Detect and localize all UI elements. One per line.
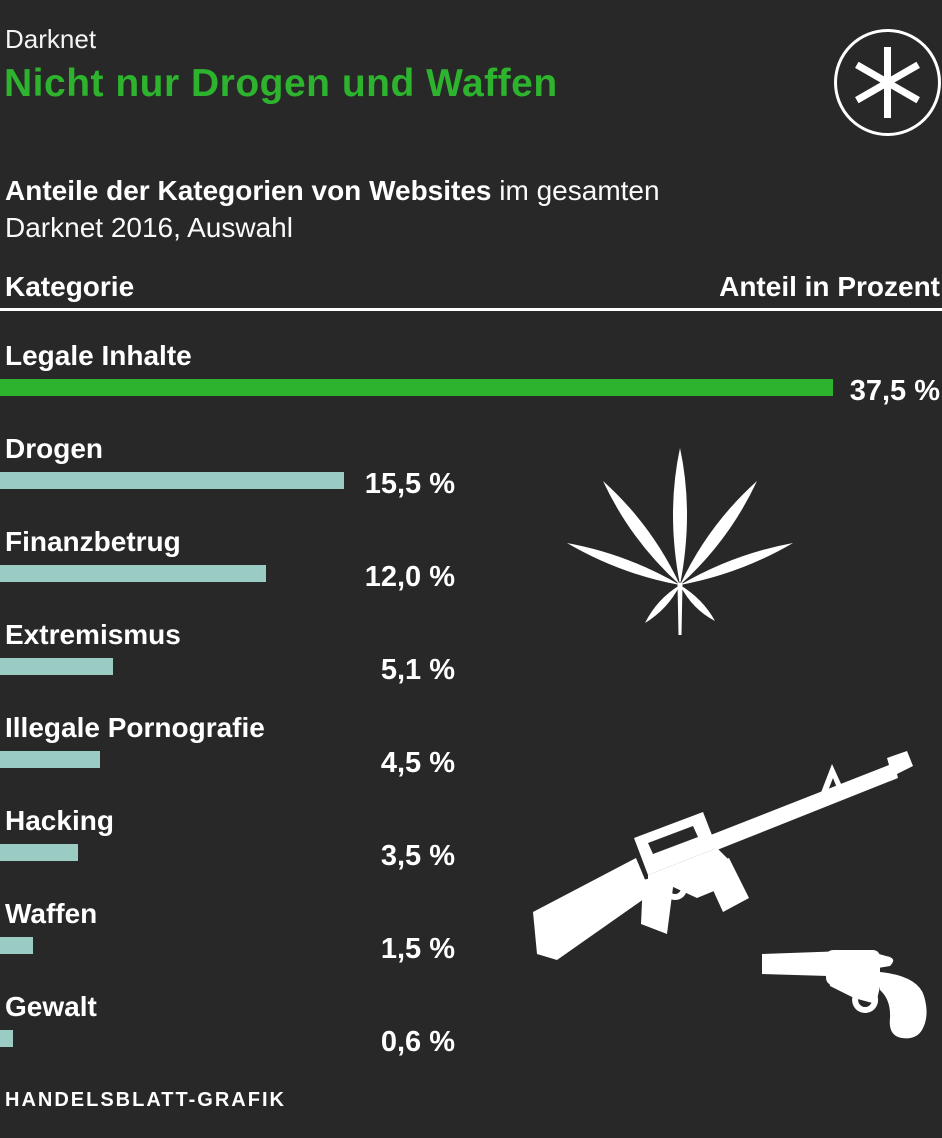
bar-row-waffen: Waffen 1,5 % <box>0 898 942 991</box>
category-label: Waffen <box>5 898 98 929</box>
category-label: Hacking <box>5 805 114 836</box>
subtitle-bold: Anteile der Kategorien von Websites <box>5 175 492 206</box>
category-label: Gewalt <box>5 991 97 1022</box>
value-label: 5,1 % <box>380 654 455 686</box>
value-label: 37,5 % <box>849 375 940 407</box>
table-header: Kategorie Anteil in Prozent <box>5 271 940 303</box>
bar-row-legale-inhalte: Legale Inhalte 37,5 % <box>0 340 942 433</box>
kicker-label: Darknet <box>5 24 97 54</box>
bar <box>0 751 100 768</box>
header-divider <box>0 308 942 311</box>
bar-row-illegale-pornografie: Illegale Pornografie 4,5 % <box>0 712 942 805</box>
rifle-icon <box>527 748 917 980</box>
subtitle-line2: Darknet 2016, Auswahl <box>5 212 293 243</box>
bar-row-extremismus: Extremismus 5,1 % <box>0 619 942 712</box>
category-label: Legale Inhalte <box>5 340 192 371</box>
bar-row-drogen: Drogen 15,5 % <box>0 433 942 526</box>
chart-title: Nicht nur Drogen und Waffen <box>4 62 558 105</box>
column-header-category: Kategorie <box>5 271 135 302</box>
bar-row-finanzbetrug: Finanzbetrug 12,0 % <box>0 526 942 619</box>
bar <box>0 658 113 675</box>
value-label: 0,6 % <box>380 1026 455 1058</box>
bar <box>0 379 833 396</box>
value-label: 3,5 % <box>380 840 455 872</box>
bar <box>0 565 266 582</box>
chart-subtitle: Anteile der Kategorien von Websites im g… <box>5 172 660 246</box>
subtitle-rest: im gesamten <box>491 175 660 206</box>
bar-row-gewalt: Gewalt 0,6 % <box>0 991 942 1084</box>
column-header-percent: Anteil in Prozent <box>719 271 940 302</box>
bar <box>0 937 33 954</box>
bar <box>0 472 344 489</box>
bar <box>0 844 78 861</box>
category-label: Drogen <box>5 433 103 464</box>
revolver-icon <box>758 946 942 1042</box>
category-label: Extremismus <box>5 619 181 650</box>
category-label: Finanzbetrug <box>5 526 181 557</box>
bar-row-hacking: Hacking 3,5 % <box>0 805 942 898</box>
bar <box>0 1030 13 1047</box>
asterisk-logo-icon <box>833 28 942 137</box>
cannabis-leaf-icon <box>565 443 795 638</box>
value-label: 4,5 % <box>380 747 455 779</box>
value-label: 12,0 % <box>364 561 455 593</box>
value-label: 1,5 % <box>380 933 455 965</box>
source-credit: HANDELSBLATT-GRAFIK <box>5 1089 286 1111</box>
category-label: Illegale Pornografie <box>5 712 265 743</box>
bar-chart: Legale Inhalte 37,5 % Drogen 15,5 % Fina… <box>0 340 942 1084</box>
value-label: 15,5 % <box>364 468 455 500</box>
